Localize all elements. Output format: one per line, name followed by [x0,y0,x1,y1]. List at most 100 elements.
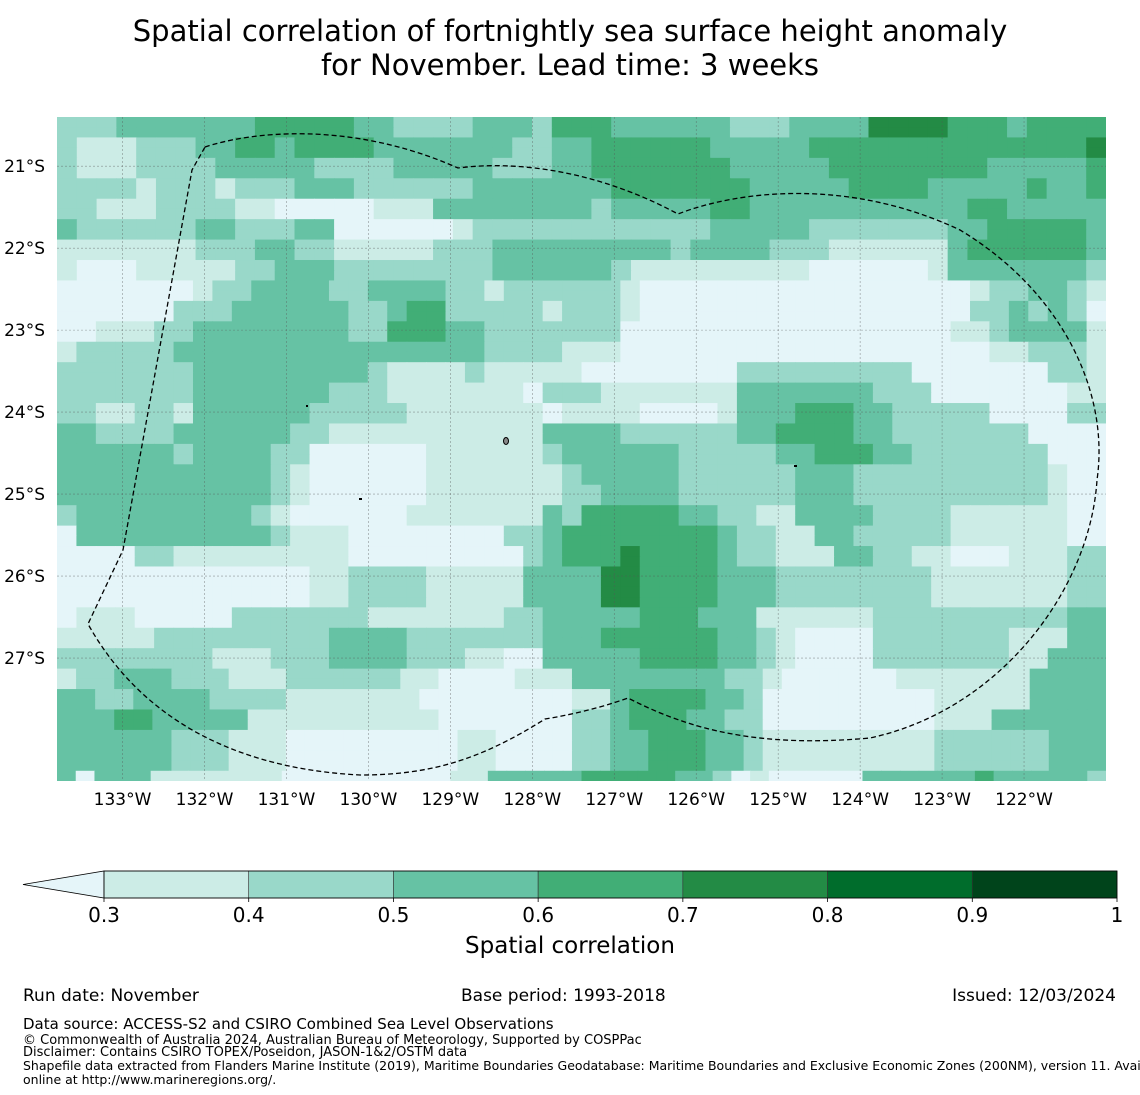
grid-cell [1026,147,1048,159]
grid-cell [76,607,97,619]
grid-cell [328,351,349,363]
grid-cell [95,607,116,619]
grid-cell [892,627,913,639]
grid-cell [848,188,870,200]
grid-cell [762,668,783,680]
grid-cell [195,137,216,149]
grid-cell [155,188,177,200]
grid-cell [328,464,349,476]
grid-cell [950,597,971,608]
grid-cell [814,433,835,445]
grid-cell [809,198,830,210]
grid-cell [970,372,991,384]
grid-cell [756,372,777,384]
grid-cell [387,648,408,660]
grid-cell [931,607,952,619]
grid-cell [630,270,652,282]
grid-cell [775,392,796,404]
grid-cell [309,546,330,557]
grid-cell [426,474,447,486]
grid-cell [600,413,621,425]
grid-cell [600,290,621,302]
grid-cell [433,198,454,210]
grid-cell [775,576,796,588]
grid-cell [1008,546,1029,557]
grid-cell [192,280,214,292]
grid-cell [57,637,78,649]
grid-cell [775,290,796,302]
grid-cell [464,648,485,660]
grid-cell [908,137,929,149]
grid-cell [114,709,134,721]
grid-cell [600,770,620,781]
grid-cell [154,637,175,649]
grid-cell [970,311,991,322]
grid-cell [270,525,291,537]
grid-cell [1066,178,1087,190]
grid-cell [235,137,256,149]
grid-cell [600,423,621,435]
grid-cell [285,760,306,772]
grid-cell [698,484,719,496]
grid-cell [1086,648,1106,660]
grid-cell [173,351,194,363]
grid-cell [775,515,796,527]
grid-cell [953,668,974,680]
grid-cell [76,403,97,414]
grid-cell [1029,740,1050,751]
grid-cell [1086,637,1106,649]
grid-cell [154,300,175,312]
grid-cell [769,198,790,210]
grid-cell [215,188,236,200]
grid-cell [406,576,427,588]
grid-cell [57,668,77,680]
grid-cell [212,351,233,363]
grid-cell [600,637,621,649]
lon-tick-label: 133°W [94,790,152,810]
grid-cell [629,719,649,731]
grid-cell [698,515,719,527]
grid-cell [426,433,447,445]
grid-cell [76,729,96,741]
grid-cell [1086,168,1106,179]
grid-cell [367,392,388,404]
grid-cell [795,617,816,629]
grid-cell [445,556,466,568]
grid-cell [464,443,485,455]
grid-cell [457,729,478,741]
grid-cell [367,566,388,578]
grid-cell [328,321,349,333]
grid-cell [57,403,78,414]
grid-cell [931,576,952,588]
grid-cell [542,556,563,568]
grid-cell [134,321,155,333]
grid-cell [1067,280,1088,292]
grid-cell [542,658,563,670]
grid-cell [445,515,466,527]
grid-cell [1047,362,1068,373]
grid-cell [251,586,272,598]
grid-cell [1086,403,1106,414]
grid-cell [348,311,369,322]
grid-cell [433,249,454,261]
grid-cell [542,525,563,537]
grid-cell [1026,270,1048,282]
grid-cell [853,423,874,435]
grid-cell [215,198,236,210]
grid-cell [953,760,974,772]
grid-cell [620,423,641,435]
grid-cell [270,443,291,455]
grid-cell [736,362,757,373]
grid-cell [814,464,835,476]
grid-cell [254,260,276,271]
grid-cell [931,311,952,322]
grid-cell [290,535,311,547]
grid-cell [472,147,494,159]
grid-cell [610,689,630,700]
grid-cell [987,127,1008,139]
grid-cell [581,280,602,292]
grid-cell [212,321,233,333]
grid-cell [367,331,388,343]
grid-cell [495,668,516,680]
grid-cell [274,147,296,159]
